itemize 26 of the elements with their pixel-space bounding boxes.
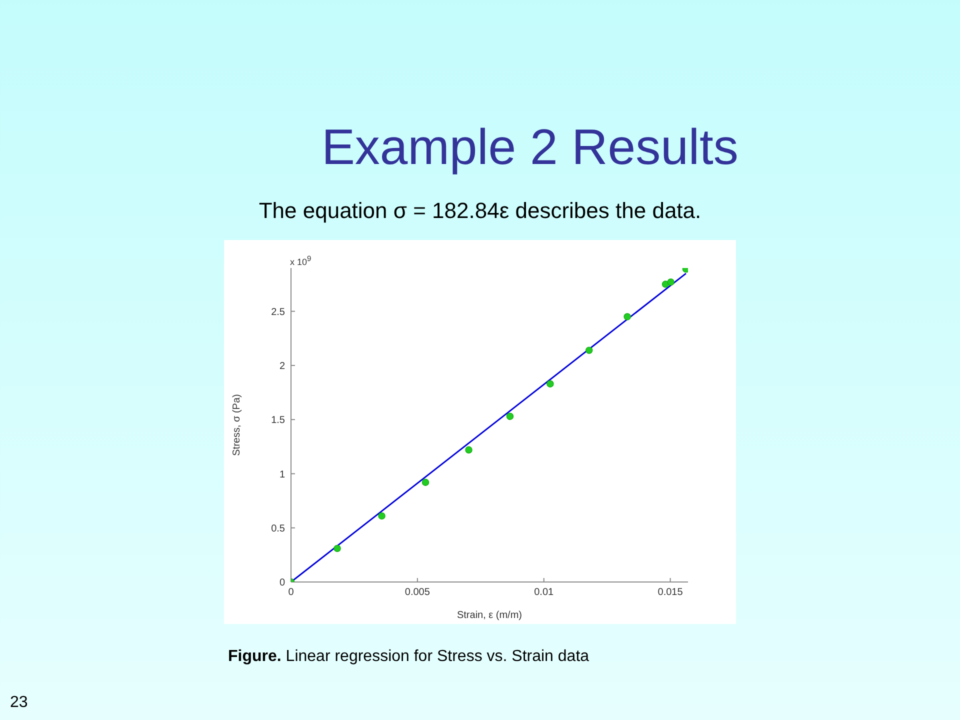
- y-axis-title: Stress, σ (Pa): [232, 394, 243, 456]
- y-tick-label: 1.5: [271, 415, 286, 426]
- x-tick-label: 0.01: [534, 587, 554, 598]
- chart-subtitle: The equation σ = 182.84ε describes the data.: [258, 198, 702, 224]
- text: x 10$^{9}$: [290, 254, 312, 267]
- y-tick-label: 1: [279, 469, 286, 480]
- point: [624, 313, 631, 320]
- point: [334, 544, 341, 552]
- text: 23: [10, 694, 28, 712]
- x-tick-label: 0.005: [404, 587, 430, 598]
- text: Figure. Linear regression for Stress vs. Strain data: [228, 648, 590, 666]
- chart-title: Example 2 Results: [320, 118, 740, 176]
- y-tick-label: 0: [279, 578, 286, 589]
- point: [378, 512, 386, 520]
- y-tick-label: 2: [279, 361, 286, 372]
- point: [422, 478, 430, 486]
- y-tick-label: 0.5: [271, 523, 286, 534]
- x-tick-label: 0: [288, 587, 294, 598]
- point: [667, 278, 674, 286]
- point: [586, 346, 593, 354]
- point: [465, 446, 472, 454]
- point: [546, 380, 554, 388]
- point: [506, 412, 514, 420]
- x-tick-label: 0.015: [658, 587, 684, 598]
- y-tick-label: 2.5: [271, 306, 286, 318]
- x-axis-title: Strain, ε (m/m): [456, 610, 522, 621]
